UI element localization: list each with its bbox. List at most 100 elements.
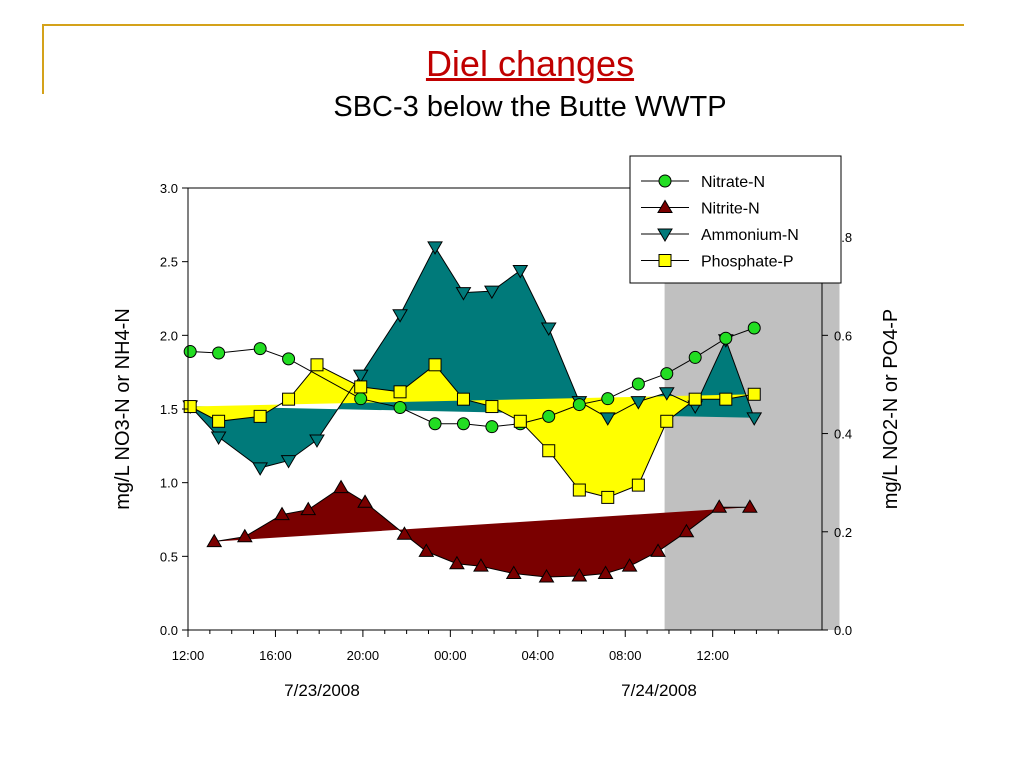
point-nitrate-n: [282, 352, 296, 366]
point-nitrate-n: [485, 420, 499, 434]
legend-label: Nitrite-N: [701, 201, 760, 218]
point-nitrate-n: [572, 398, 586, 412]
point-ammonium-n: [658, 387, 675, 401]
point-phosphate-p: [660, 414, 674, 428]
point-phosphate-p: [253, 409, 267, 423]
point-nitrite-n: [678, 523, 695, 538]
left-axis-label: mg/L NO3-N or NH4-N: [112, 308, 134, 510]
point-phosphate-p: [719, 392, 733, 406]
left-tick-label: 3.0: [160, 181, 178, 196]
point-phosphate-p: [354, 380, 368, 394]
area-nitrite-n: [214, 487, 750, 577]
point-phosphate-p: [212, 414, 226, 428]
point-nitrite-n: [449, 555, 465, 570]
point-nitrate-n: [456, 417, 470, 431]
right-tick-label: 0.2: [834, 525, 852, 540]
point-nitrate-n: [253, 342, 267, 356]
point-nitrate-n: [393, 401, 407, 415]
point-nitrite-n: [300, 501, 317, 516]
point-phosphate-p: [631, 478, 645, 492]
x-tick-label: 12:00: [696, 648, 729, 663]
point-nitrite-n: [333, 479, 349, 494]
left-tick-label: 2.5: [160, 255, 178, 270]
point-ammonium-n: [599, 412, 616, 426]
point-nitrite-n: [621, 558, 638, 572]
left-tick-label: 0.5: [160, 549, 178, 564]
point-ammonium-n: [210, 431, 227, 445]
x-tick-label: 20:00: [347, 648, 380, 663]
left-tick-label: 1.5: [160, 402, 178, 417]
legend: Nitrate-N Nitrite-N Ammonium-N Phosphate-P: [629, 155, 842, 284]
point-ammonium-n: [630, 396, 647, 410]
point-phosphate-p: [183, 400, 197, 414]
point-nitrate-n: [747, 321, 761, 335]
legend-marker: [657, 199, 673, 213]
area-ammonium-n: [190, 246, 755, 468]
legend-label: Ammonium-N: [701, 227, 799, 244]
legend-marker: [658, 254, 672, 267]
point-nitrate-n: [601, 392, 615, 406]
point-nitrate-n: [354, 392, 368, 406]
point-nitrite-n: [741, 499, 758, 513]
point-ammonium-n: [484, 285, 500, 300]
point-ammonium-n: [280, 455, 297, 469]
legend-label: Nitrate-N: [701, 174, 765, 191]
point-nitrate-n: [183, 345, 197, 359]
point-ammonium-n: [309, 434, 325, 448]
point-nitrite-n: [274, 506, 290, 521]
point-phosphate-p: [572, 483, 586, 497]
point-nitrite-n: [396, 526, 413, 540]
point-nitrite-n: [236, 528, 253, 543]
point-ammonium-n: [455, 287, 472, 301]
point-phosphate-p: [485, 400, 499, 414]
x-tick-label: 16:00: [259, 648, 292, 663]
point-nitrite-n: [418, 543, 435, 557]
point-phosphate-p: [310, 358, 324, 372]
point-nitrite-n: [650, 543, 666, 557]
point-ammonium-n: [392, 309, 408, 323]
x-tick-label: 08:00: [609, 648, 642, 663]
point-phosphate-p: [428, 358, 442, 372]
point-nitrate-n: [212, 346, 226, 360]
decorative-rule-left: [42, 24, 44, 94]
left-tick-label: 0.0: [160, 623, 178, 638]
point-phosphate-p: [513, 414, 527, 428]
point-nitrate-n: [428, 417, 442, 431]
point-phosphate-p: [688, 392, 702, 406]
point-nitrite-n: [505, 565, 522, 580]
right-tick-label: 0.0: [834, 623, 852, 638]
point-ammonium-n: [746, 412, 763, 426]
point-ammonium-n: [512, 265, 529, 279]
point-nitrite-n: [357, 494, 373, 508]
right-tick-label: 0.4: [834, 427, 852, 442]
right-axis-label: mg/L NO2-N or PO4-P: [880, 309, 902, 509]
point-nitrate-n: [660, 367, 674, 381]
x-tick-label: 12:00: [172, 648, 205, 663]
point-ammonium-n: [252, 462, 269, 476]
legend-marker: [657, 228, 673, 242]
point-phosphate-p: [542, 444, 556, 458]
x-date-label: 7/23/2008: [284, 681, 360, 700]
point-ammonium-n: [427, 241, 443, 255]
point-nitrite-n: [206, 533, 223, 548]
left-tick-label: 2.0: [160, 328, 178, 343]
point-phosphate-p: [601, 490, 615, 504]
legend-marker: [658, 174, 672, 188]
point-nitrate-n: [688, 350, 702, 364]
slide-subtitle: SBC-3 below the Butte WWTP: [333, 91, 727, 123]
point-nitrate-n: [719, 331, 733, 345]
x-date-label: 7/24/2008: [621, 681, 697, 700]
point-nitrite-n: [473, 558, 489, 572]
slide-title: Diel changes: [425, 43, 635, 84]
point-phosphate-p: [393, 385, 407, 399]
x-tick-label: 04:00: [522, 648, 555, 663]
point-phosphate-p: [456, 392, 470, 406]
point-nitrate-n: [631, 377, 645, 391]
right-tick-label: 0.6: [834, 328, 852, 343]
point-nitrite-n: [597, 565, 614, 580]
legend-label: Phosphate-P: [701, 254, 794, 271]
point-nitrite-n: [538, 568, 555, 583]
point-nitrite-n: [711, 499, 728, 513]
point-ammonium-n: [540, 322, 557, 336]
